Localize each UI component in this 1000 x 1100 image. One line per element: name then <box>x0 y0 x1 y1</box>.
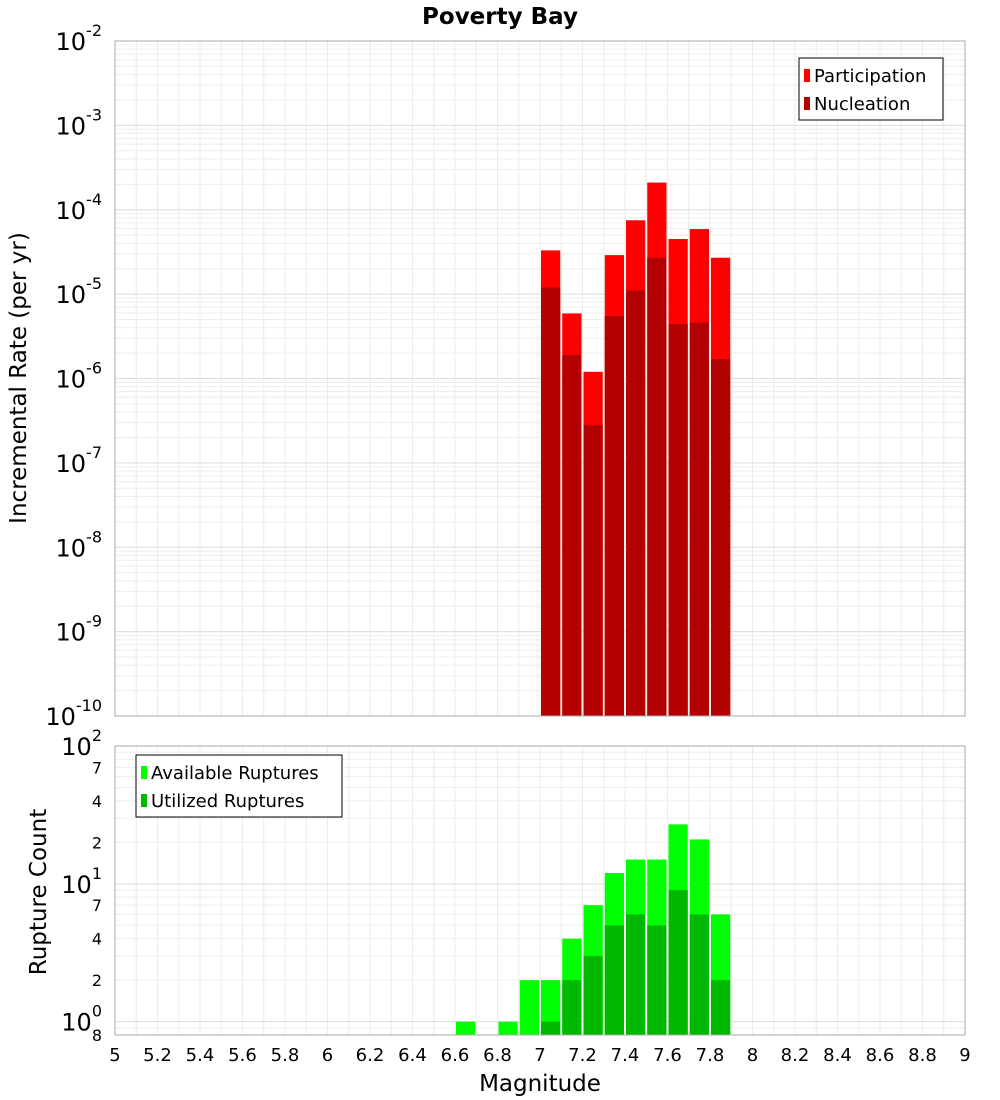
top-y-tick-labels: 10-2 10-3 10-4 10-5 10-6 10-7 10-8 10-9 10-10 <box>45 21 102 731</box>
bottom-legend-label: Available Ruptures <box>151 763 319 784</box>
top-legend-swatch <box>804 97 810 110</box>
x-tick-label: 6.6 <box>441 1045 470 1066</box>
x-tick-label: 9 <box>959 1045 970 1066</box>
bottom-y-tick-label: 7 <box>92 758 102 777</box>
x-tick-label: 6 <box>322 1045 333 1066</box>
bottom-bar-utilized-ruptures <box>711 980 731 1035</box>
bottom-y-tick-label: 102 <box>61 726 102 761</box>
top-plot-frame <box>114 40 966 717</box>
top-y-tick-label: 10-10 <box>45 696 102 731</box>
bottom-bars <box>456 824 731 1035</box>
top-y-tick-label: 10-4 <box>56 190 103 225</box>
bottom-legend-label: Utilized Ruptures <box>151 791 304 812</box>
x-tick-label: 6.2 <box>356 1045 385 1066</box>
x-axis-label: Magnitude <box>479 1071 601 1097</box>
x-tick-label: 5 <box>109 1045 120 1066</box>
top-y-tick-label: 10-5 <box>56 274 103 309</box>
top-bar-nucleation <box>541 287 561 716</box>
top-legend-label: Participation <box>814 66 926 87</box>
top-bar-nucleation <box>668 324 688 716</box>
top-bars <box>541 182 731 717</box>
bottom-y-tick-label: 2 <box>92 833 102 852</box>
bottom-y-tick-label: 101 <box>61 864 102 899</box>
chart-title: Poverty Bay <box>422 4 578 30</box>
bottom-legend-swatch <box>141 794 147 807</box>
x-tick-label: 8.8 <box>908 1045 937 1066</box>
top-y-tick-label: 10-8 <box>56 527 103 562</box>
top-legend-swatch <box>804 69 810 82</box>
x-tick-label: 7.8 <box>696 1045 725 1066</box>
bottom-bar-utilized-ruptures <box>604 925 624 1035</box>
x-tick-label: 6.4 <box>398 1045 427 1066</box>
top-bar-nucleation <box>647 257 667 716</box>
bottom-plot-frame <box>114 745 966 1036</box>
bottom-y-tick-label: 4 <box>92 930 102 949</box>
bottom-bar-utilized-ruptures <box>647 925 667 1035</box>
x-tick-label: 6.8 <box>483 1045 512 1066</box>
bottom-bar-utilized-ruptures <box>689 914 709 1035</box>
top-y-tick-label: 10-2 <box>56 21 103 56</box>
bottom-bar-available-ruptures <box>519 980 539 1035</box>
x-tick-label: 8.2 <box>781 1045 810 1066</box>
bottom-bar-utilized-ruptures <box>626 914 646 1035</box>
bottom-bar-available-ruptures <box>456 1021 476 1035</box>
bottom-bar-available-ruptures <box>541 980 561 1035</box>
bottom-y-axis-label: Rupture Count <box>26 809 52 975</box>
bottom-y-tick-label: 7 <box>92 896 102 915</box>
x-tick-label: 5.2 <box>143 1045 172 1066</box>
x-tick-label: 7.4 <box>611 1045 640 1066</box>
bottom-grid <box>114 745 966 1036</box>
x-tick-label: 8.6 <box>866 1045 895 1066</box>
bottom-bar-utilized-ruptures <box>668 890 688 1035</box>
bottom-bar-utilized-ruptures <box>562 980 582 1035</box>
top-bar-nucleation <box>711 359 731 716</box>
top-y-tick-label: 10-7 <box>56 443 103 478</box>
top-bar-nucleation <box>562 354 582 716</box>
bottom-legend: Available Ruptures Utilized Ruptures <box>135 754 343 818</box>
top-legend-box <box>798 57 944 121</box>
top-legend-label: Nucleation <box>814 94 910 115</box>
top-y-axis-label: Incremental Rate (per yr) <box>6 232 32 524</box>
bottom-bar-available-ruptures <box>498 1021 518 1035</box>
top-bar-nucleation <box>689 322 709 716</box>
top-grid <box>114 40 966 717</box>
x-tick-label: 8 <box>747 1045 758 1066</box>
bottom-bar-utilized-ruptures <box>583 955 603 1035</box>
x-tick-labels: 5 5.2 5.4 5.6 5.8 6 6.2 6.4 6.6 6.8 7 7.2 7.4 7.6 7.8 8… <box>109 1045 970 1066</box>
x-tick-label: 7.2 <box>568 1045 597 1066</box>
bottom-y-tick-label: 2 <box>92 971 102 990</box>
top-bar-nucleation <box>604 316 624 716</box>
top-bar-nucleation <box>583 425 603 716</box>
bottom-bar-utilized-ruptures <box>541 1021 561 1035</box>
top-y-tick-label: 10-9 <box>56 612 103 647</box>
bottom-legend-box <box>135 754 343 818</box>
x-tick-label: 7 <box>534 1045 545 1066</box>
x-tick-label: 8.4 <box>823 1045 852 1066</box>
x-tick-label: 5.6 <box>228 1045 257 1066</box>
top-y-tick-label: 10-6 <box>56 359 103 394</box>
x-tick-label: 5.8 <box>271 1045 300 1066</box>
bottom-y-tick-label: 100 <box>61 1002 102 1037</box>
x-tick-label: 7.6 <box>653 1045 682 1066</box>
bottom-y-tick-label: 4 <box>92 792 102 811</box>
bottom-y-tick-label: 8 <box>92 1026 102 1045</box>
bottom-legend-swatch <box>141 766 147 779</box>
top-y-tick-label: 10-3 <box>56 105 103 140</box>
top-bar-nucleation <box>626 290 646 716</box>
x-tick-label: 5.4 <box>186 1045 215 1066</box>
top-legend: Participation Nucleation <box>798 57 944 121</box>
